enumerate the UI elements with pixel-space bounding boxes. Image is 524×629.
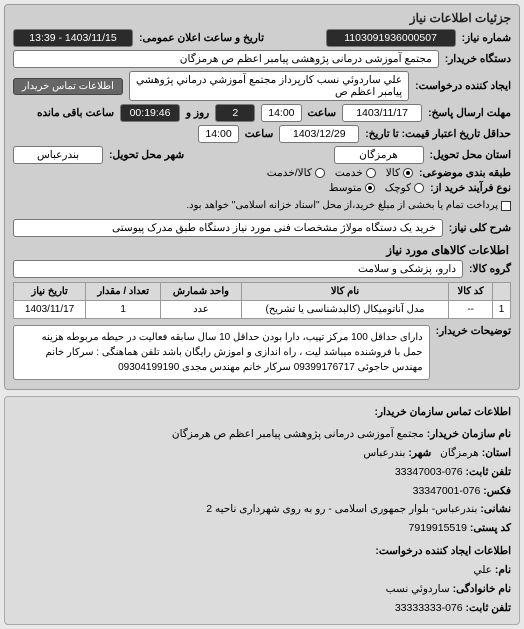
radio-icon xyxy=(403,168,413,178)
table-header: کد کالا xyxy=(449,283,493,301)
goods-group-value: دارو، پزشکی و سلامت xyxy=(13,260,463,278)
delivery-state-label: استان محل تحویل: xyxy=(430,149,511,161)
category-opt-service[interactable]: خدمت xyxy=(335,167,376,179)
org-value: مجتمع آموزشی درمانی پژوهشی پیامبر اعظم ص… xyxy=(172,428,424,440)
contact-section-title: اطلاعات تماس سازمان خریدار: xyxy=(13,403,511,422)
opt-label: متوسط xyxy=(329,182,362,194)
address-value: بندرعباس- بلوار جمهوری اسلامی - رو به رو… xyxy=(206,503,477,515)
need-no-label: شماره نیاز: xyxy=(462,32,511,44)
announce-value: 1403/11/15 - 13:39 xyxy=(13,29,133,47)
radio-icon xyxy=(315,168,325,178)
notes-label: توضیحات خریدار: xyxy=(436,325,511,337)
goods-section-title: اطلاعات کالاهای مورد نیاز xyxy=(15,243,509,257)
valid-time-label: ساعت xyxy=(245,128,274,140)
panel-title: جزئیات اطلاعات نیاز xyxy=(13,11,511,25)
radio-icon xyxy=(414,183,424,193)
valid-date: 1403/12/29 xyxy=(279,125,359,143)
deadline-date: 1403/11/17 xyxy=(342,104,422,122)
opt-label: کالا/خدمت xyxy=(267,167,312,179)
goods-group-label: گروه کالا: xyxy=(469,263,511,275)
valid-label: حداقل تاریخ اعتبار قیمت: تا تاریخ: xyxy=(365,128,511,140)
need-no-value: 1103091936000507 xyxy=(326,29,456,47)
fname-label: نام: xyxy=(495,564,511,576)
table-cell: 1 xyxy=(86,301,161,319)
process-radio-group: کوچک متوسط xyxy=(329,182,424,194)
state-value: هرمزگان xyxy=(440,447,479,459)
city-value: بندرعباس xyxy=(363,447,405,459)
fax-label: فکس: xyxy=(483,485,511,497)
delivery-city: بندرعباس xyxy=(13,146,103,164)
cphone-value: 076-33333333 xyxy=(395,602,463,614)
category-opt-both[interactable]: کالا/خدمت xyxy=(267,167,325,179)
checkbox-icon xyxy=(501,201,511,211)
goods-table: کد کالانام کالاواحد شمارشتعداد / مقدارتا… xyxy=(13,282,511,319)
city-label: شهر: xyxy=(408,447,431,459)
treasury-label: پرداخت تمام یا بخشی از مبلغ خرید،از محل … xyxy=(186,200,498,211)
address-label: نشانی: xyxy=(480,503,511,515)
radio-icon xyxy=(365,183,375,193)
delivery-state: هرمزگان xyxy=(334,146,424,164)
remaining-suffix: ساعت باقی مانده xyxy=(37,107,114,119)
table-header: تاریخ نیاز xyxy=(14,283,86,301)
category-radio-group: کالا خدمت کالا/خدمت xyxy=(267,167,413,179)
summary-label: شرح کلی نیاز: xyxy=(449,222,511,234)
table-cell: مدل آناتومیکال (کالبدشناسی یا تشریح) xyxy=(241,301,449,319)
table-header: نام کالا xyxy=(241,283,449,301)
notes-text: دارای حداقل 100 مرکز تپیب، دارا بودن حدا… xyxy=(13,325,430,380)
creator-section-title: اطلاعات ایجاد کننده درخواست: xyxy=(13,542,511,561)
fax-value: 076-33347001 xyxy=(413,485,481,497)
requester-value: علي ساردوئي نسب کارپرداز مجتمع آموزشي در… xyxy=(129,71,409,101)
fname-value: علي xyxy=(473,564,492,576)
opt-label: خدمت xyxy=(335,167,363,179)
remaining-time: 00:19:46 xyxy=(120,104,180,122)
category-label: طبقه بندی موضوعی: xyxy=(419,167,511,179)
opt-label: کوچک xyxy=(385,182,411,194)
announce-label: تاریخ و ساعت اعلان عمومی: xyxy=(139,32,264,44)
phone-value: 076-33347003 xyxy=(395,466,463,478)
remaining-days-label: روز و xyxy=(186,107,209,119)
table-header xyxy=(493,283,511,301)
table-cell: 1 xyxy=(493,301,511,319)
category-opt-goods[interactable]: کالا xyxy=(386,167,413,179)
buyer-contact-button[interactable]: اطلاعات تماس خریدار xyxy=(13,78,123,95)
process-label: نوع فرآیند خرید از: xyxy=(430,182,511,194)
postcode-value: 7919915519 xyxy=(409,522,467,534)
valid-time: 14:00 xyxy=(198,125,238,143)
table-header: واحد شمارش xyxy=(161,283,241,301)
process-opt-medium[interactable]: متوسط xyxy=(329,182,375,194)
treasury-check[interactable]: پرداخت تمام یا بخشی از مبلغ خرید،از محل … xyxy=(186,200,511,211)
phone-label: تلفن ثابت: xyxy=(466,466,511,478)
lname-label: نام خانوادگی: xyxy=(453,583,511,595)
remaining-days: 2 xyxy=(215,104,255,122)
lname-value: ساردوئي نسب xyxy=(386,583,450,595)
radio-icon xyxy=(366,168,376,178)
state-label: استان: xyxy=(482,447,511,459)
postcode-label: کد پستی: xyxy=(470,522,511,534)
buyer-org-value: مجتمع آموزشی درمانی پژوهشی پیامبر اعظم ص… xyxy=(13,50,439,68)
table-header: تعداد / مقدار xyxy=(86,283,161,301)
process-opt-small[interactable]: کوچک xyxy=(385,182,424,194)
buyer-org-label: دستگاه خریدار: xyxy=(445,53,511,65)
delivery-city-label: شهر محل تحویل: xyxy=(109,149,184,161)
org-label: نام سازمان خریدار: xyxy=(427,428,511,440)
table-cell: عدد xyxy=(161,301,241,319)
requester-label: ایجاد کننده درخواست: xyxy=(415,80,511,92)
table-cell: 1403/11/17 xyxy=(14,301,86,319)
deadline-label: مهلت ارسال پاسخ: xyxy=(428,107,511,119)
cphone-label: تلفن ثابت: xyxy=(466,602,511,614)
contact-panel: اطلاعات تماس سازمان خریدار: نام سازمان خ… xyxy=(4,396,520,625)
table-row: 1--مدل آناتومیکال (کالبدشناسی یا تشریح)ع… xyxy=(14,301,511,319)
deadline-time: 14:00 xyxy=(261,104,301,122)
table-cell: -- xyxy=(449,301,493,319)
opt-label: کالا xyxy=(386,167,400,179)
summary-value: خرید یک دستگاه مولاژ مشخصات فنی مورد نیا… xyxy=(13,219,443,237)
deadline-time-label: ساعت xyxy=(308,107,337,119)
